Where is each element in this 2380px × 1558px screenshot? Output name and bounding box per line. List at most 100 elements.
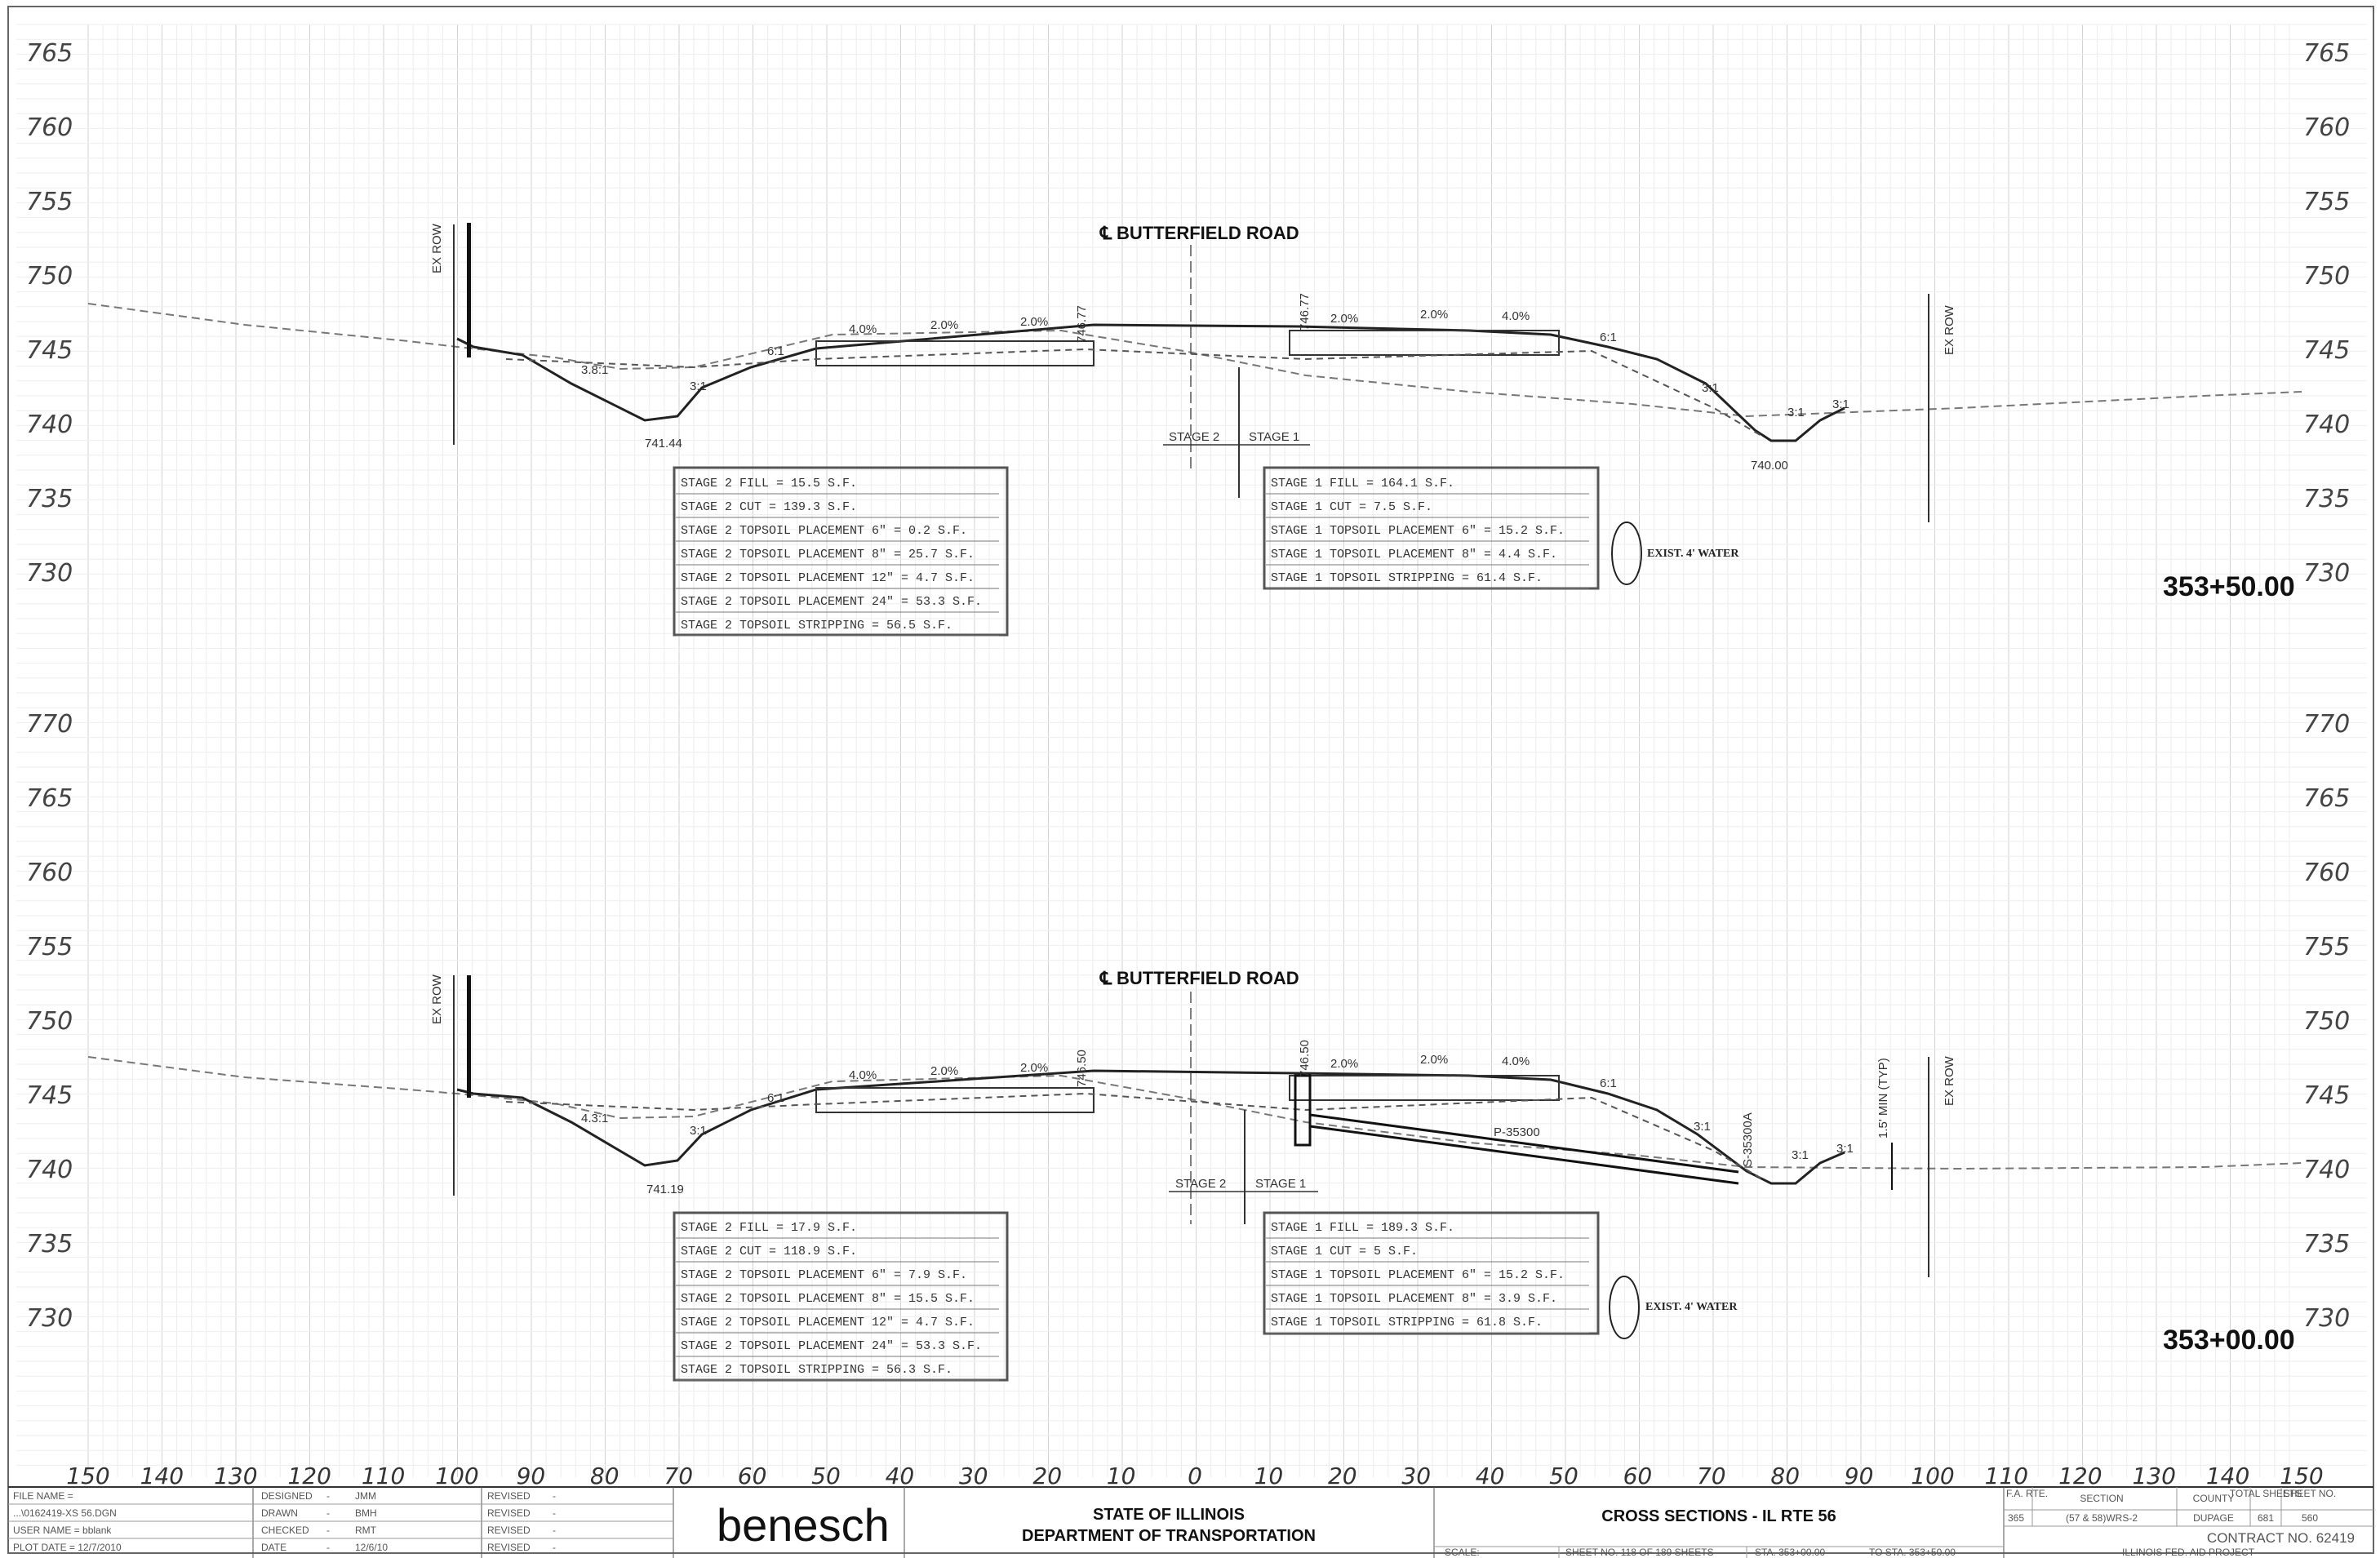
svg-text:2.0%: 2.0% <box>1330 1057 1358 1071</box>
quantity-note: STAGE 2 TOPSOIL STRIPPING = 56.3 S.F. <box>681 1363 952 1377</box>
pavement-left <box>815 340 1095 366</box>
title-block: FILE NAME = ...\0162419-XS 56.DGN USER N… <box>8 1486 2373 1558</box>
offset-label: 100 <box>1911 1463 1954 1489</box>
stage1-label: STAGE 1 <box>1255 1177 1306 1191</box>
water-main-icon <box>1609 1276 1640 1339</box>
stage1-notes-box <box>1263 1211 1600 1335</box>
quantity-note: STAGE 2 TOPSOIL STRIPPING = 56.5 S.F. <box>681 619 952 633</box>
county: DUPAGE <box>2193 1512 2234 1524</box>
grid <box>16 24 2367 1477</box>
offset-label: 70 <box>664 1463 693 1489</box>
offset-label: 110 <box>1985 1463 2028 1489</box>
elevation-label-right: 760 <box>2303 859 2350 887</box>
centerline-symbol: ℄ <box>1099 968 1112 988</box>
elevation-label-left: 760 <box>26 113 73 142</box>
svg-text:SECTION: SECTION <box>2080 1493 2123 1504</box>
min-cover-label: 1.5' MIN (TYP) <box>1876 1058 1890 1139</box>
offset-label: 40 <box>886 1463 915 1489</box>
svg-text:F.A. RTE.: F.A. RTE. <box>2006 1488 2048 1499</box>
quantity-note: STAGE 2 TOPSOIL PLACEMENT 24" = 53.3 S.F… <box>681 1339 982 1353</box>
svg-text:TOTAL SHEETS: TOTAL SHEETS <box>2230 1488 2302 1499</box>
aid-project: ILLINOIS FED. AID PROJECT <box>2122 1547 2255 1558</box>
quantity-note: STAGE 2 TOPSOIL PLACEMENT 12" = 4.7 S.F. <box>681 571 975 585</box>
offset-label: 60 <box>1623 1463 1653 1489</box>
low-point-left: 741.19 <box>646 1183 684 1196</box>
svg-text:-: - <box>553 1525 556 1536</box>
quantity-note: STAGE 2 TOPSOIL PLACEMENT 6" = 0.2 S.F. <box>681 524 967 538</box>
svg-text:3:1: 3:1 <box>1792 1148 1809 1162</box>
sheet-number: SHEET NO. 118 OF 189 SHEETS <box>1565 1547 1714 1558</box>
station-from: STA. 353+00.00 <box>1755 1547 1826 1558</box>
svg-text:3:1: 3:1 <box>1832 397 1849 411</box>
fa-route: 365 <box>2008 1512 2024 1524</box>
offset-label: 20 <box>1328 1463 1357 1489</box>
ex-row-left: EX ROW <box>430 223 444 273</box>
offset-label: 120 <box>287 1463 331 1489</box>
elevation-label-left: 770 <box>26 710 73 739</box>
elevation-label-right: 750 <box>2303 262 2350 291</box>
elevation-labels-lower: 770 770 765 765 760 760 755 755 750 750 745 745 740 7… <box>26 710 2350 1333</box>
edge-elev-left: 746.77 <box>1075 305 1089 343</box>
stage1-notes: STAGE 1 FILL = 164.1 S.F. STAGE 1 CUT = 7… <box>1266 477 1589 589</box>
svg-text:-: - <box>326 1525 330 1536</box>
slope-labels-lower: 4.3:1 3:1 6:1 4.0% 2.0% 2.0% 2.0% 2.0% 4… <box>581 1053 1854 1162</box>
quantity-note: STAGE 1 FILL = 164.1 S.F. <box>1271 477 1454 490</box>
offset-label: 110 <box>362 1463 405 1489</box>
offset-label: 30 <box>959 1463 988 1489</box>
elevation-label-right: 765 <box>2303 784 2350 813</box>
ex-row-left: EX ROW <box>430 974 444 1024</box>
station-label: 353+50.00 <box>2163 571 2295 602</box>
svg-text:6:1: 6:1 <box>767 344 784 358</box>
elevation-label-right: 760 <box>2303 113 2350 142</box>
svg-text:2.0%: 2.0% <box>1420 308 1448 322</box>
slope-labels-upper: 3.8:1 3:1 6:1 4.0% 2.0% 2.0% 2.0% 2.0% 4… <box>581 308 1849 419</box>
stage2-notes: STAGE 2 FILL = 17.9 S.F. STAGE 2 CUT = 11… <box>676 1221 999 1381</box>
svg-text:REVISED: REVISED <box>487 1525 531 1536</box>
stage1-label: STAGE 1 <box>1249 430 1299 444</box>
elevation-label-left: 735 <box>26 1230 73 1258</box>
section-id: (57 & 58)WRS-2 <box>2066 1512 2138 1524</box>
inlet-structure <box>1294 1074 1312 1147</box>
elevation-label-left: 765 <box>26 39 73 68</box>
svg-text:-: - <box>553 1507 556 1519</box>
svg-text:3:1: 3:1 <box>1694 1120 1711 1134</box>
agency-line1: STATE OF ILLINOIS <box>1093 1506 1245 1524</box>
existing-ground-line <box>87 1056 2302 1170</box>
quantity-note: STAGE 1 TOPSOIL PLACEMENT 8" = 3.9 S.F. <box>1271 1292 1557 1306</box>
firm-logo: benesch <box>717 1499 890 1551</box>
elevation-label-right: 755 <box>2303 933 2350 961</box>
quantity-note: STAGE 2 FILL = 17.9 S.F. <box>681 1221 857 1235</box>
elevation-label-right: 770 <box>2303 710 2350 739</box>
subgrade-dashed <box>505 1092 1764 1180</box>
elevation-label-left: 735 <box>26 485 73 513</box>
svg-text:DATE: DATE <box>261 1542 286 1553</box>
elevation-label-right: 750 <box>2303 1007 2350 1036</box>
svg-text:-: - <box>326 1542 330 1553</box>
svg-text:FILE NAME =: FILE NAME = <box>13 1490 73 1502</box>
offset-label: 50 <box>1549 1463 1579 1489</box>
sheet-no: 560 <box>2302 1512 2318 1524</box>
svg-text:-: - <box>553 1490 556 1502</box>
sheet-title: CROSS SECTIONS - IL RTE 56 <box>1601 1507 1836 1525</box>
pole-icon <box>467 975 471 1098</box>
quantity-note: STAGE 2 TOPSOIL PLACEMENT 24" = 53.3 S.F… <box>681 595 982 609</box>
offset-label: 20 <box>1032 1463 1062 1489</box>
quantity-note: STAGE 1 TOPSOIL PLACEMENT 6" = 15.2 S.F. <box>1271 1268 1565 1282</box>
quantity-note: STAGE 1 TOPSOIL PLACEMENT 6" = 15.2 S.F. <box>1271 524 1565 538</box>
centerline-label: BUTTERFIELD ROAD <box>1117 968 1299 988</box>
offset-label: 100 <box>435 1463 478 1489</box>
svg-text:6:1: 6:1 <box>1600 331 1617 344</box>
elevation-label-right: 745 <box>2303 336 2350 365</box>
elevation-label-left: 745 <box>26 336 73 365</box>
svg-text:3:1: 3:1 <box>1787 406 1805 419</box>
svg-text:2.0%: 2.0% <box>1020 315 1048 329</box>
svg-text:2.0%: 2.0% <box>1420 1053 1448 1067</box>
elevation-label-left: 760 <box>26 859 73 887</box>
elevation-label-right: 735 <box>2303 485 2350 513</box>
offset-label: 130 <box>2132 1463 2175 1489</box>
svg-text:3:1: 3:1 <box>690 1124 707 1138</box>
elevation-label-left: 740 <box>26 411 73 439</box>
pavement-left <box>815 1087 1095 1113</box>
subgrade-dashed <box>505 348 1764 437</box>
svg-text:6:1: 6:1 <box>1600 1076 1617 1090</box>
